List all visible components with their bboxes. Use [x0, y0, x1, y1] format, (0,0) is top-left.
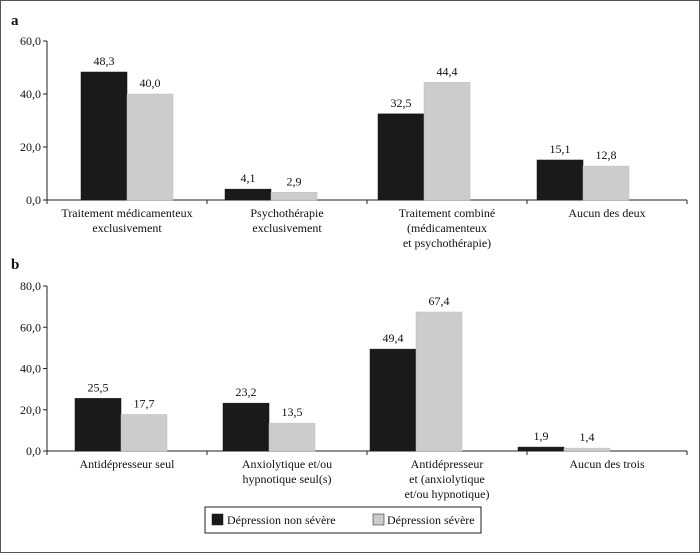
data-label: 4,1 [241, 171, 256, 185]
y-tick-label: 20,0 [20, 403, 41, 417]
bar [270, 192, 318, 201]
data-label: 13,5 [282, 405, 303, 419]
data-label: 48,3 [94, 54, 115, 68]
bar [582, 165, 630, 201]
y-tick-label: 40,0 [20, 362, 41, 376]
panel-letter-a: a [11, 13, 19, 29]
bar [517, 446, 565, 452]
x-tick-label: et/ou hypnotique) [405, 487, 490, 501]
legend: Dépression non sévère Dépression sévère [204, 506, 482, 534]
y-tick-label: 80,0 [20, 279, 41, 293]
x-tick-label: Traitement combiné [399, 206, 496, 220]
legend-swatch [211, 513, 224, 526]
x-tick-label: et psychothérapie) [403, 236, 491, 250]
bar [563, 447, 611, 452]
data-label: 12,8 [596, 148, 617, 162]
x-tick-label: Antidépresseur [411, 457, 484, 471]
data-label: 40,0 [140, 76, 161, 90]
x-tick-label: Psychothérapie [250, 206, 323, 220]
x-tick-label: et (anxiolytique [409, 472, 485, 486]
data-label: 49,4 [383, 331, 404, 345]
bar [415, 311, 463, 452]
bar [377, 113, 425, 201]
data-label: 1,9 [534, 429, 549, 443]
data-label: 15,1 [550, 142, 571, 156]
data-label: 17,7 [134, 396, 155, 410]
legend-label: Dépression non sévère [227, 513, 336, 527]
x-tick-label: exclusivement [92, 221, 162, 235]
bar [369, 348, 417, 452]
x-tick-label: Traitement médicamenteux [61, 206, 192, 220]
legend-swatch [372, 513, 385, 526]
bar [423, 82, 471, 201]
bar [126, 93, 174, 201]
y-tick-label: 20,0 [20, 140, 41, 154]
x-tick-label: Aucun des deux [568, 206, 645, 220]
bar [224, 188, 272, 201]
bar [536, 159, 584, 201]
y-tick-label: 60,0 [20, 320, 41, 334]
bar [120, 414, 168, 452]
y-tick-label: 60,0 [20, 34, 41, 48]
x-tick-label: (médicamenteux [407, 221, 487, 235]
x-tick-label: hypnotique seul(s) [243, 472, 332, 486]
bar [80, 71, 128, 201]
legend-label: Dépression sévère [387, 513, 475, 527]
bar [222, 402, 270, 452]
y-tick-label: 40,0 [20, 87, 41, 101]
y-tick-label: 0,0 [26, 193, 41, 207]
y-tick-label: 0,0 [26, 444, 41, 458]
data-label: 23,2 [236, 385, 257, 399]
x-tick-label: Anxiolytique et/ou [242, 457, 332, 471]
data-label: 1,4 [580, 430, 595, 444]
bar [74, 398, 122, 452]
panel-letter-b: b [11, 257, 19, 273]
data-label: 2,9 [287, 174, 302, 188]
bar [268, 422, 316, 452]
legend-box [204, 506, 482, 534]
data-label: 32,5 [391, 96, 412, 110]
x-tick-label: exclusivement [252, 221, 322, 235]
data-label: 44,4 [437, 64, 458, 78]
data-label: 25,5 [88, 380, 109, 394]
x-tick-label: Antidépresseur seul [80, 457, 176, 471]
x-tick-label: Aucun des trois [569, 457, 645, 471]
data-label: 67,4 [429, 294, 450, 308]
